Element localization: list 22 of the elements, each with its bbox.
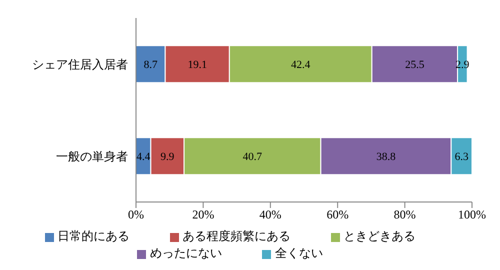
legend-label: めったにない	[150, 246, 222, 260]
data-label: 40.7	[242, 151, 263, 164]
x-tick-label: 0%	[128, 208, 144, 222]
y-tick-label: 一般の単身者	[56, 149, 128, 164]
legend-label: ときどきある	[344, 229, 416, 243]
legend-label: ある程度頻繁にある	[182, 229, 290, 243]
legend-label: 日常的にある	[58, 229, 130, 243]
x-tick-label: 40%	[259, 208, 282, 222]
y-tick-label: シェア住居入居者	[32, 57, 128, 72]
x-tick-label: 20%	[192, 208, 214, 222]
data-label: 19.1	[188, 59, 207, 72]
x-tick-label: 60%	[326, 208, 349, 222]
data-label: 38.8	[376, 151, 396, 164]
x-tick-label: 80%	[394, 208, 416, 222]
data-label: 42.4	[291, 59, 311, 72]
data-label: 6.3	[454, 151, 469, 164]
data-label: 4.4	[136, 151, 151, 164]
x-tick-label: 100%	[458, 208, 486, 222]
data-label: 8.7	[144, 59, 158, 72]
legend-label: 全くない	[275, 246, 323, 260]
data-label: 9.9	[160, 151, 175, 164]
data-label: 25.5	[405, 59, 425, 72]
